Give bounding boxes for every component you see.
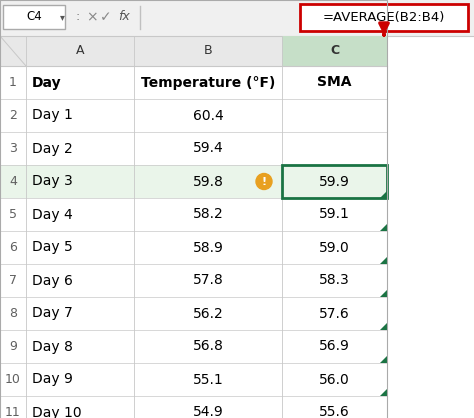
Text: B: B (204, 44, 212, 58)
Polygon shape (380, 323, 387, 330)
Text: 55.1: 55.1 (192, 372, 223, 387)
Bar (0, 0, 387, 418)
Text: Day 7: Day 7 (32, 306, 73, 321)
Bar (282, 165, 387, 198)
Text: 54.9: 54.9 (192, 405, 223, 418)
Circle shape (256, 173, 272, 189)
Text: 11: 11 (5, 406, 21, 418)
Text: 59.4: 59.4 (192, 142, 223, 155)
Bar (0, 297, 387, 330)
Text: Day: Day (32, 76, 62, 89)
Text: 59.1: 59.1 (319, 207, 350, 222)
Text: Day 8: Day 8 (32, 339, 73, 354)
Text: Day 2: Day 2 (32, 142, 73, 155)
Text: 2: 2 (9, 109, 17, 122)
Text: 1: 1 (9, 76, 17, 89)
Text: 55.6: 55.6 (319, 405, 350, 418)
Polygon shape (380, 290, 387, 297)
Bar (0, 36, 387, 66)
Text: =AVERAGE(B2:B4): =AVERAGE(B2:B4) (323, 11, 445, 24)
Text: Temperature (°F): Temperature (°F) (141, 76, 275, 89)
Bar (0, 66, 387, 99)
Text: 4: 4 (9, 175, 17, 188)
Text: Day 5: Day 5 (32, 240, 73, 255)
Text: ✓: ✓ (100, 10, 112, 24)
Bar (0, 330, 387, 363)
Text: Day 3: Day 3 (32, 174, 73, 189)
Bar (0, 198, 387, 231)
Text: 58.9: 58.9 (192, 240, 223, 255)
Text: Day 10: Day 10 (32, 405, 82, 418)
Text: 56.2: 56.2 (192, 306, 223, 321)
Text: 9: 9 (9, 340, 17, 353)
Text: 59.8: 59.8 (192, 174, 223, 189)
Bar (282, 36, 387, 66)
Text: 7: 7 (9, 274, 17, 287)
Bar (0, 165, 387, 198)
Bar (0, 0, 474, 36)
Text: 56.8: 56.8 (192, 339, 223, 354)
Text: 59.0: 59.0 (319, 240, 350, 255)
Text: 5: 5 (9, 208, 17, 221)
Text: fx: fx (118, 10, 130, 23)
Text: :: : (76, 10, 80, 23)
Bar (0, 396, 387, 418)
Polygon shape (380, 356, 387, 363)
Text: ×: × (86, 10, 98, 24)
Text: Day 6: Day 6 (32, 273, 73, 288)
Text: 60.4: 60.4 (192, 109, 223, 122)
Text: 3: 3 (9, 142, 17, 155)
Text: 59.9: 59.9 (319, 174, 350, 189)
Text: Day 9: Day 9 (32, 372, 73, 387)
Polygon shape (380, 257, 387, 264)
Bar (0, 99, 387, 132)
Polygon shape (380, 389, 387, 396)
Bar (0, 363, 387, 396)
Text: 58.2: 58.2 (192, 207, 223, 222)
Text: Day 4: Day 4 (32, 207, 73, 222)
Bar (0, 264, 387, 297)
Text: 6: 6 (9, 241, 17, 254)
Text: 8: 8 (9, 307, 17, 320)
Text: 10: 10 (5, 373, 21, 386)
Text: C: C (330, 44, 339, 58)
Text: SMA: SMA (317, 76, 352, 89)
Text: Day 1: Day 1 (32, 109, 73, 122)
Text: !: ! (262, 177, 266, 187)
Text: C4: C4 (26, 10, 42, 23)
Text: 57.6: 57.6 (319, 306, 350, 321)
Polygon shape (380, 191, 387, 198)
Text: 57.8: 57.8 (192, 273, 223, 288)
Text: 56.0: 56.0 (319, 372, 350, 387)
Bar (3, 5, 65, 29)
Polygon shape (380, 224, 387, 231)
Bar (0, 132, 387, 165)
Text: A: A (76, 44, 84, 58)
Text: 56.9: 56.9 (319, 339, 350, 354)
Text: 58.3: 58.3 (319, 273, 350, 288)
Bar (0, 231, 387, 264)
Text: ▾: ▾ (60, 12, 64, 22)
Bar (300, 4, 468, 31)
